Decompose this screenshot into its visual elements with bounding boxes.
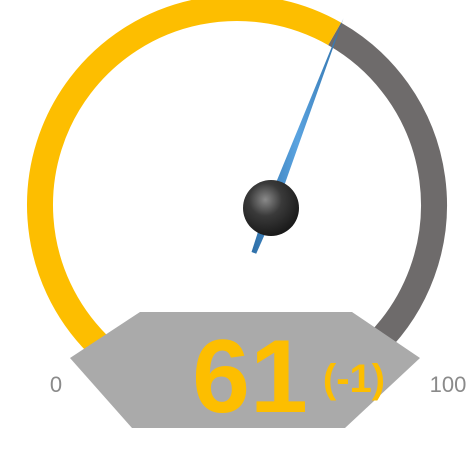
gauge-max-label: 100 <box>430 372 467 397</box>
readout-panel <box>70 312 420 428</box>
gauge-value-label: 61 <box>192 319 308 435</box>
gauge-remaining-arc <box>328 22 447 354</box>
needle-hub <box>243 180 299 236</box>
gauge-delta-label: (-1) <box>323 357 385 401</box>
gauge-value-arc <box>27 0 342 354</box>
gauge-min-label: 0 <box>50 372 62 397</box>
